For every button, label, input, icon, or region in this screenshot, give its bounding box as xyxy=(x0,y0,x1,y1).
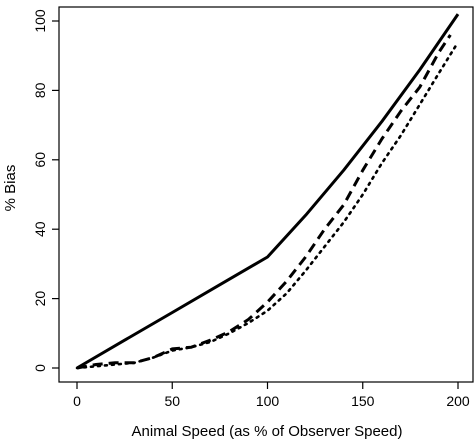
plot-border xyxy=(58,6,474,383)
x-axis: 0 50 100 150 200 xyxy=(73,382,470,409)
x-tick-label: 200 xyxy=(446,393,470,409)
x-tick-label: 0 xyxy=(73,393,81,409)
series-line-dashed xyxy=(76,34,452,370)
x-tick-label: 150 xyxy=(351,393,375,409)
series-line-solid xyxy=(76,13,460,370)
series-line-dotted xyxy=(75,43,458,370)
y-tick-label: 0 xyxy=(32,364,48,372)
x-axis-title: Animal Speed (as % of Observer Speed) xyxy=(132,423,403,440)
y-tick-label: 100 xyxy=(32,9,48,33)
y-axis: 0 20 40 60 80 100 xyxy=(32,9,59,372)
x-tick-label: 50 xyxy=(164,393,180,409)
y-tick-label: 20 xyxy=(32,291,48,307)
y-axis-title: % Bias xyxy=(2,165,19,212)
y-tick-label: 60 xyxy=(32,152,48,168)
plot-frame xyxy=(58,6,474,383)
y-tick-label: 80 xyxy=(32,82,48,98)
series-layer xyxy=(75,13,460,370)
y-tick-label: 40 xyxy=(32,221,48,237)
x-tick-label: 100 xyxy=(256,393,280,409)
